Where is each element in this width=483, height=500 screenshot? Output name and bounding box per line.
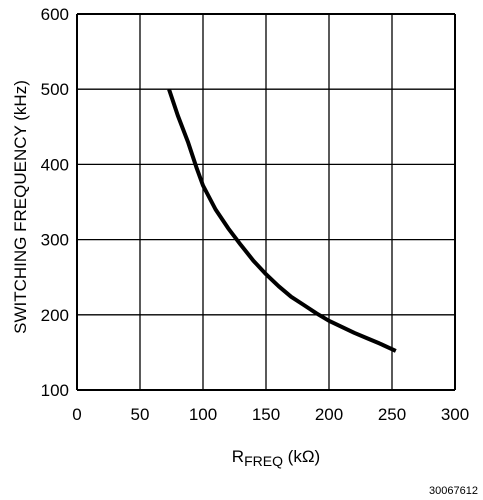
series-line	[167, 88, 397, 353]
grid	[76, 13, 456, 391]
x-axis-title-unit: (kΩ)	[283, 447, 320, 466]
x-axis-title-subscript: FREQ	[244, 453, 283, 469]
y-tick-label: 100	[41, 381, 69, 400]
y-tick-label: 300	[41, 231, 69, 250]
x-axis-title-main: R	[232, 447, 244, 466]
y-tick-label: 200	[41, 306, 69, 325]
x-tick-label: 200	[315, 405, 343, 424]
series-layer	[167, 88, 397, 353]
x-tick-label: 50	[131, 405, 150, 424]
figure-id: 30067612	[429, 485, 478, 497]
y-tick-label: 500	[41, 80, 69, 99]
y-tick-label: 400	[41, 155, 69, 174]
y-axis-title: SWITCHING FREQUENCY (kHz)	[11, 80, 30, 334]
x-tick-label: 300	[441, 405, 469, 424]
x-tick-label: 0	[72, 405, 81, 424]
y-tick-label: 600	[41, 5, 69, 24]
tick-labels: 0 50 100 150 200 250 300 100 200 300 400 500 600	[41, 5, 470, 424]
x-tick-label: 250	[378, 405, 406, 424]
x-axis-title: RFREQ (kΩ)	[232, 447, 320, 469]
x-tick-label: 100	[189, 405, 217, 424]
x-tick-label: 150	[252, 405, 280, 424]
